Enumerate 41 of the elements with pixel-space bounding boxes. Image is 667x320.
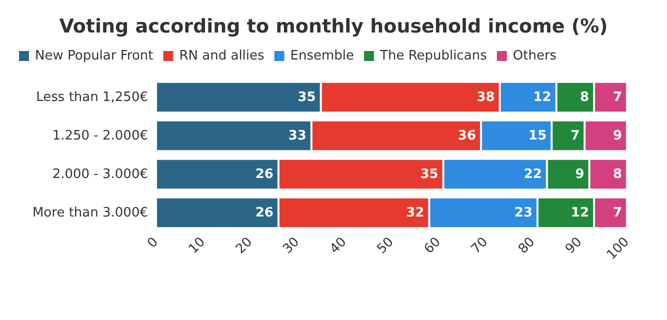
- legend-label: Others: [512, 48, 557, 64]
- legend-label: The Republicans: [379, 48, 488, 64]
- data-label: 22: [524, 166, 542, 182]
- x-tick-label: 100: [604, 234, 632, 263]
- x-tick-label: 60: [422, 234, 444, 257]
- x-tick-label: 10: [186, 234, 208, 257]
- legend-label: RN and allies: [179, 48, 265, 64]
- x-tick-label: 90: [562, 234, 586, 257]
- data-label: 38: [476, 90, 495, 105]
- data-label: 9: [612, 128, 622, 144]
- y-tick-label: 1.250 - 2.000€: [52, 128, 148, 144]
- data-label: 8: [612, 166, 622, 182]
- data-label: 7: [570, 128, 580, 144]
- y-tick-label: 2.000 - 3.000€: [52, 166, 148, 182]
- x-tick-label: 50: [374, 234, 397, 257]
- data-label: 36: [458, 128, 476, 144]
- data-label: 23: [514, 205, 533, 220]
- legend-label: Ensemble: [290, 48, 354, 64]
- data-label: 32: [406, 205, 424, 220]
- x-tick-label: 40: [327, 234, 350, 257]
- x-tick-label: 80: [516, 234, 538, 257]
- data-label: 33: [288, 128, 306, 144]
- data-label: 26: [255, 205, 274, 220]
- data-label: 8: [580, 90, 590, 105]
- y-tick-label: More than 3.000€: [32, 205, 148, 220]
- data-label: 26: [255, 166, 274, 182]
- data-label: 35: [420, 166, 438, 182]
- legend-label: New Popular Front: [35, 48, 154, 64]
- data-label: 15: [528, 128, 547, 144]
- data-label: 12: [533, 90, 552, 105]
- x-tick-label: 70: [468, 234, 492, 257]
- x-tick-label: 30: [280, 234, 303, 257]
- y-tick-label: Less than 1,250€: [36, 90, 148, 105]
- data-label: 35: [298, 90, 316, 105]
- data-label: 9: [575, 166, 584, 182]
- data-label: 7: [612, 90, 622, 105]
- x-tick-label: 0: [144, 234, 162, 252]
- x-tick-label: 20: [233, 234, 256, 257]
- data-label: 12: [570, 205, 590, 220]
- data-label: 7: [612, 205, 622, 220]
- chart-title: Voting according to monthly household income (%): [59, 16, 608, 38]
